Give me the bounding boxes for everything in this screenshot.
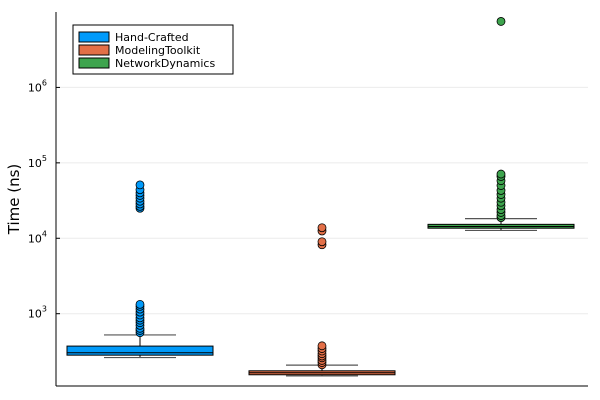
series-modelingtoolkit (248, 223, 396, 377)
y-gridlines (56, 86, 588, 315)
axes (55, 12, 588, 387)
outlier-point (496, 169, 506, 179)
box-plot-series (66, 17, 575, 377)
outlier-point (496, 17, 506, 26)
series-networkdynamics (427, 17, 575, 232)
y-tick-label: 104 (28, 229, 47, 245)
y-tick-label: 106 (28, 78, 47, 94)
legend-label: NetworkDynamics (115, 57, 215, 70)
y-tick-label: 105 (28, 154, 47, 170)
legend-swatch (78, 31, 110, 43)
series-hand-crafted (66, 180, 214, 359)
outlier-point (317, 223, 327, 233)
legend-label: ModelingToolkit (115, 44, 201, 57)
y-tick-label: 103 (28, 305, 47, 321)
box (66, 345, 214, 356)
outlier-point (135, 180, 145, 190)
legend-swatch (78, 57, 110, 69)
outlier-point (317, 341, 327, 351)
y-axis-label: Time (ns) (5, 164, 23, 236)
legend-label: Hand-Crafted (115, 31, 189, 44)
outlier-point (317, 237, 327, 247)
legend: Hand-CraftedModelingToolkitNetworkDynami… (72, 24, 234, 75)
outlier-point (135, 299, 145, 309)
legend-swatch (78, 44, 110, 56)
y-tick-labels: 103 104 105 106 (28, 78, 60, 321)
